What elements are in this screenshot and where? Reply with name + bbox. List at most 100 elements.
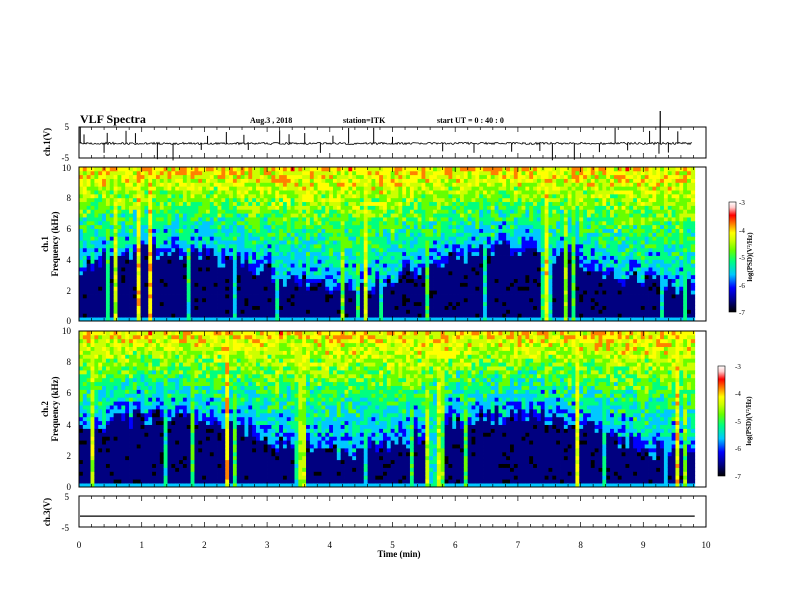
spectrogram-cell [194,294,199,299]
spectrogram-cell [332,305,338,310]
spectrogram-cell [144,209,149,214]
spectrogram-cell [129,217,134,222]
spectrogram-cell [398,197,403,203]
spectrogram-cell [425,274,430,280]
spectrogram-cell [244,267,249,272]
spectrogram-cell [471,255,476,260]
spectrogram-cell [194,313,199,318]
spectrogram-cell [513,197,519,203]
spectrogram-cell [286,267,292,272]
spectrogram-cell [433,182,438,187]
spectrogram-cell [79,305,84,310]
spectrogram-cell [159,240,165,245]
spectrogram-cell [356,309,361,314]
spectrogram-cell [194,251,199,256]
spectrogram-cell [394,278,399,283]
spectrogram-cell [359,240,365,245]
spectrogram-cell [402,236,407,241]
spectrogram-cell [240,247,245,253]
spectrogram-cell [340,290,345,295]
spectrogram-cell [452,294,457,299]
spectrogram-cell [313,251,318,256]
spectrogram-cell [517,317,522,322]
spectrogram-cell [525,209,530,214]
spectrogram-cell [306,301,311,306]
spectrogram-cell [344,244,349,249]
spectrogram-cell [125,228,130,233]
spectrogram-cell [533,244,538,249]
spectrogram-cell [390,267,395,272]
spectrogram-cell [267,282,272,287]
spectrogram-cell [202,213,207,218]
spectrogram-cell [302,267,307,272]
spectrogram-cell [209,205,215,210]
spectrogram-cell [525,259,530,264]
spectrogram-cell [167,274,172,280]
spectrogram-cell [217,270,222,276]
spectrogram-cell [263,178,268,183]
spectrogram-cell [205,297,211,303]
spectrogram-cell [129,213,134,218]
spectrogram-cell [413,247,419,253]
spectrogram-cell [98,217,103,222]
spectrogram-cell [263,186,268,191]
spectrogram-cell [356,236,361,241]
spectrogram-cell [163,232,168,237]
spectrogram-cell [182,267,188,272]
spectrogram-cell [402,255,407,260]
spectrogram-cell [125,240,130,245]
spectrogram-cell [167,193,172,199]
spectrogram-cell [144,193,149,199]
spectrogram-cell [356,186,361,191]
spectrogram-cell [479,267,484,272]
spectrogram-cell [236,182,242,187]
spectrogram-cell [475,193,480,199]
spectrogram-cell [209,228,215,233]
spectrogram-cell [394,251,399,256]
spectrogram-cell [498,255,503,260]
spectrogram-cell [444,255,449,260]
spectrogram-cell [325,193,330,199]
spectrogram-cell [425,220,430,226]
spectrogram-cell [121,205,126,210]
spectrogram-cell [363,220,369,226]
spectrogram-cell [202,278,207,283]
spectrogram-cell [282,240,288,245]
spectrogram-cell [306,217,311,222]
spectrogram-cell [536,278,542,283]
spectrogram-cell [282,236,288,241]
spectrogram-cell [302,305,307,310]
spectrogram-cell [294,294,299,299]
spectrogram-cell [413,313,419,318]
spectrogram-cell [125,201,130,206]
spectrogram-cell [386,178,392,183]
spectrogram-cell [279,244,284,249]
spectrogram-cell [321,190,326,195]
spectrogram-cell [152,297,157,303]
spectrogram-cell [325,186,330,191]
spectrogram-cell [386,297,392,303]
spectrogram-cell [433,240,438,245]
spectrogram-cell [436,278,442,283]
spectrogram-cell [244,290,249,295]
spectrogram-cell [390,217,395,222]
spectrogram-cell [117,228,122,233]
spectrogram-cell [490,209,496,214]
spectrogram-cell [306,167,311,172]
spectrogram-cell [332,186,338,191]
spectrogram-cell [186,247,191,253]
spectrogram-cell [182,301,188,306]
spectrogram-cell [102,197,107,203]
spectrogram-cell [279,301,284,306]
spectrogram-cell [205,236,211,241]
spectrogram-cell [529,290,534,295]
spectrogram-cell [494,186,499,191]
spectrogram-cell [182,209,188,214]
spectrogram-cell [225,201,230,206]
spectrogram-cell [398,301,403,306]
spectrogram-cell [194,263,199,268]
spectrogram-cell [383,247,388,253]
spectrogram-cell [221,201,226,206]
spectrogram-cell [402,244,407,249]
spectrogram-cell [259,232,265,237]
